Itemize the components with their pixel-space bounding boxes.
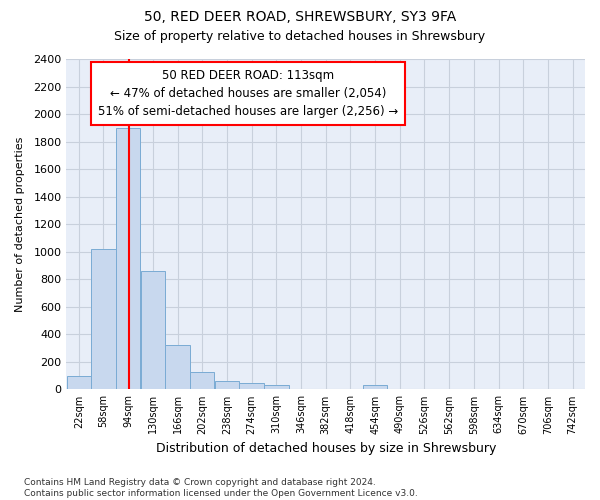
Bar (363, 386, 387, 390)
Text: Size of property relative to detached houses in Shrewsbury: Size of property relative to detached ho… (115, 30, 485, 43)
Y-axis label: Number of detached properties: Number of detached properties (15, 136, 25, 312)
Bar (239, 382, 264, 390)
Bar (140, 271, 165, 390)
Bar (67, 376, 91, 390)
Bar (264, 384, 289, 390)
Bar (166, 346, 190, 390)
Text: 50 RED DEER ROAD: 113sqm
← 47% of detached houses are smaller (2,054)
51% of sem: 50 RED DEER ROAD: 113sqm ← 47% of detach… (98, 69, 398, 118)
Bar (116, 128, 140, 390)
X-axis label: Distribution of detached houses by size in Shrewsbury: Distribution of detached houses by size … (155, 442, 496, 455)
Bar (91, 249, 116, 390)
Text: Contains HM Land Registry data © Crown copyright and database right 2024.
Contai: Contains HM Land Registry data © Crown c… (24, 478, 418, 498)
Bar (190, 372, 214, 390)
Bar (215, 381, 239, 390)
Text: 50, RED DEER ROAD, SHREWSBURY, SY3 9FA: 50, RED DEER ROAD, SHREWSBURY, SY3 9FA (144, 10, 456, 24)
